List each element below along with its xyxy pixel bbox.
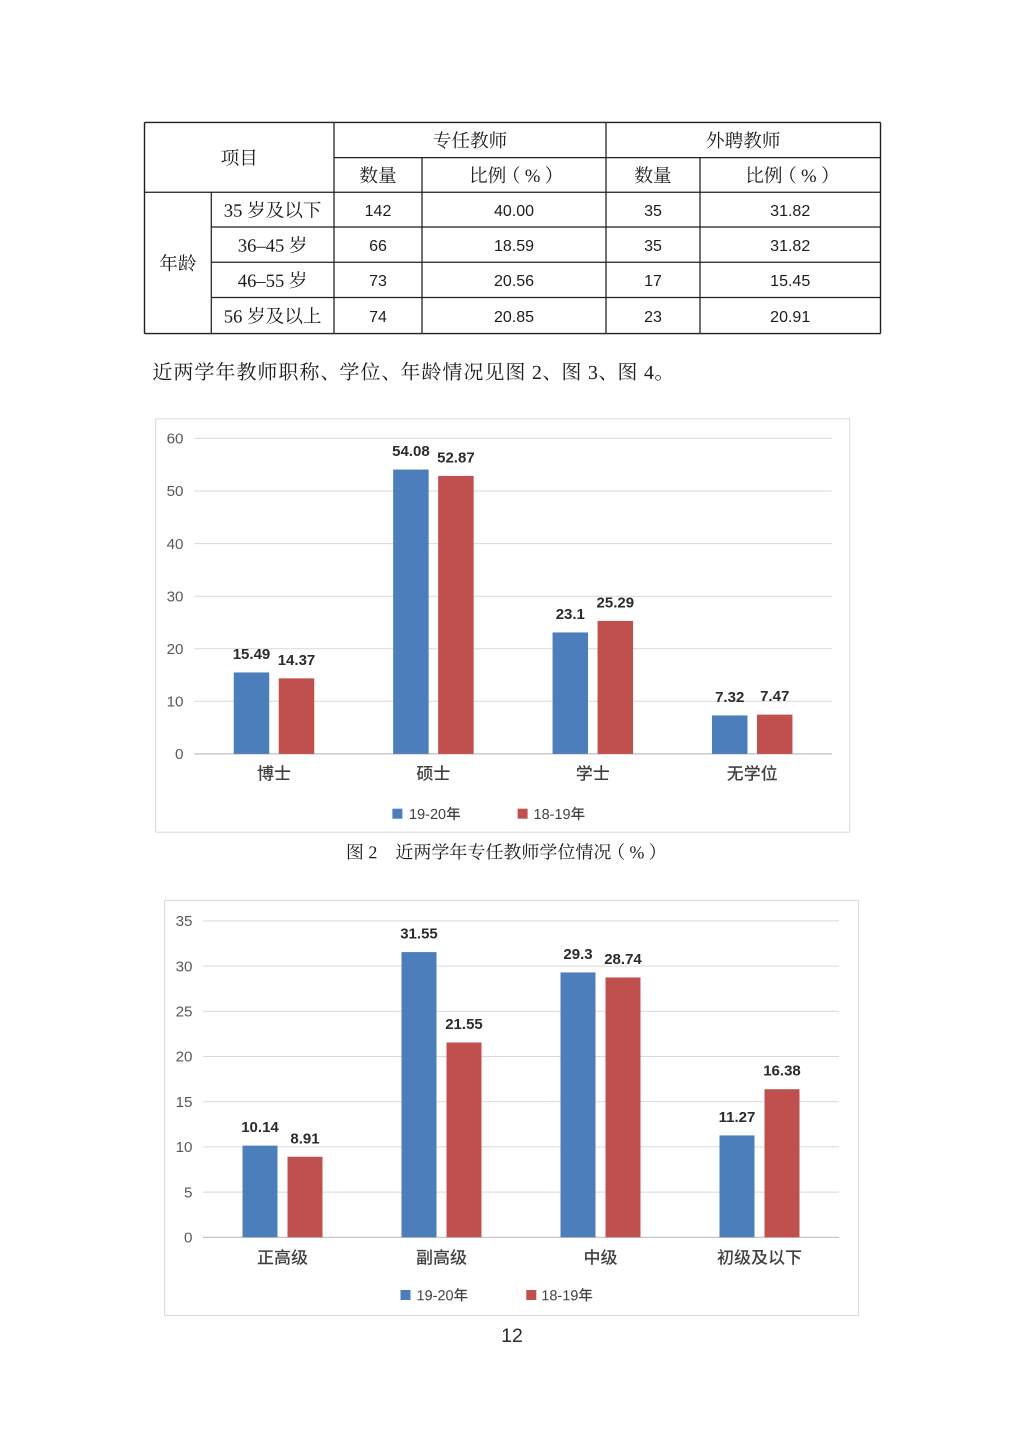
svg-text:35: 35 — [176, 913, 193, 930]
svg-text:7.32: 7.32 — [715, 689, 744, 706]
svg-text:35: 35 — [644, 203, 662, 220]
svg-text:73: 73 — [369, 273, 387, 290]
svg-text:5: 5 — [184, 1184, 192, 1201]
svg-text:17: 17 — [644, 273, 662, 290]
svg-text:52.87: 52.87 — [437, 449, 475, 466]
svg-text:20.91: 20.91 — [770, 309, 810, 326]
svg-text:31.55: 31.55 — [400, 926, 438, 943]
svg-text:20: 20 — [176, 1049, 193, 1066]
svg-text:15.45: 15.45 — [770, 273, 810, 290]
svg-text:31.82: 31.82 — [770, 203, 810, 220]
svg-text:30: 30 — [167, 588, 184, 605]
svg-text:0: 0 — [175, 746, 183, 763]
svg-text:54.08: 54.08 — [392, 443, 430, 460]
svg-text:12: 12 — [501, 1325, 523, 1347]
svg-text:66: 66 — [369, 238, 387, 255]
svg-text:15.49: 15.49 — [233, 646, 271, 663]
svg-text:14.37: 14.37 — [278, 652, 316, 669]
svg-text:16.38: 16.38 — [763, 1063, 801, 1080]
svg-text:25: 25 — [176, 1004, 193, 1021]
svg-text:35: 35 — [644, 238, 662, 255]
svg-text:20.56: 20.56 — [494, 273, 534, 290]
svg-text:40: 40 — [167, 536, 184, 553]
svg-text:23.1: 23.1 — [556, 606, 585, 623]
svg-text:20.85: 20.85 — [494, 309, 534, 326]
svg-text:15: 15 — [176, 1094, 193, 1111]
svg-text:7.47: 7.47 — [760, 688, 789, 705]
svg-text:50: 50 — [167, 483, 184, 500]
svg-text:10: 10 — [167, 694, 184, 711]
svg-text:142: 142 — [365, 203, 392, 220]
svg-text:20: 20 — [167, 641, 184, 658]
svg-text:10: 10 — [176, 1139, 193, 1156]
svg-text:74: 74 — [369, 309, 387, 326]
svg-text:30: 30 — [176, 958, 193, 975]
svg-text:23: 23 — [644, 309, 662, 326]
svg-text:29.3: 29.3 — [563, 946, 592, 963]
svg-text:25.29: 25.29 — [597, 594, 635, 611]
svg-text:40.00: 40.00 — [494, 203, 534, 220]
svg-text:21.55: 21.55 — [445, 1016, 483, 1033]
svg-text:31.82: 31.82 — [770, 238, 810, 255]
svg-text:0: 0 — [184, 1230, 192, 1247]
svg-text:11.27: 11.27 — [719, 1109, 756, 1126]
svg-text:8.91: 8.91 — [290, 1130, 319, 1147]
svg-text:10.14: 10.14 — [241, 1119, 279, 1136]
svg-text:28.74: 28.74 — [604, 951, 642, 968]
svg-text:18.59: 18.59 — [494, 238, 534, 255]
svg-text:60: 60 — [167, 431, 184, 448]
